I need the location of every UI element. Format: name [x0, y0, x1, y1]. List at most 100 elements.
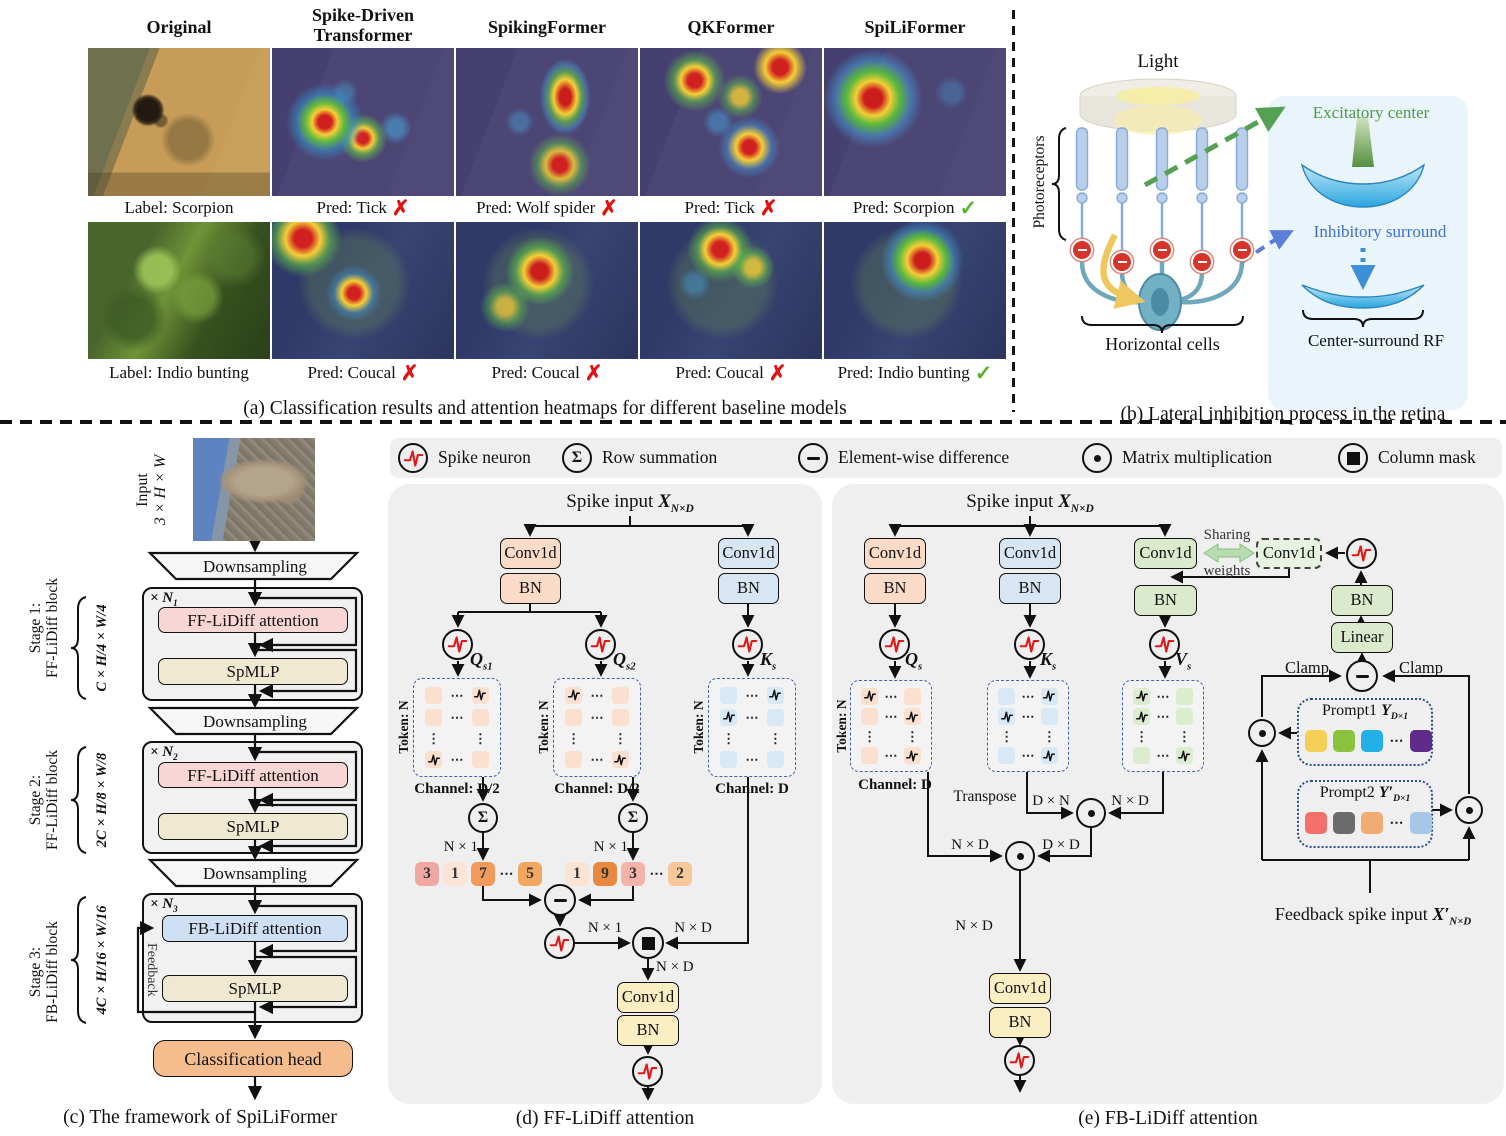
downsampling1-label: Downsampling [203, 557, 307, 577]
inhibitory-synapse-icon [1113, 253, 1131, 271]
matrix-cell [903, 687, 921, 705]
stage1-dims: C × H/4 × W/4 [93, 604, 110, 692]
framework-flow [136, 537, 358, 1101]
matrix-cell [1040, 687, 1058, 705]
matrix-ellipsis: ⋯ [1156, 709, 1170, 725]
inhibitory-synapse-icon [1073, 241, 1091, 259]
cross-icon: ✗ [584, 360, 603, 385]
matrix-cell [1133, 708, 1151, 726]
row-ellipsis: ⋯ [1389, 815, 1404, 831]
input-dog-image [193, 438, 315, 541]
qs1-label: Qs1 [470, 649, 493, 673]
horizontal-cells-label: Horizontal cells [1105, 333, 1220, 354]
matrix-multiplication-icon [1076, 798, 1106, 828]
inhibitory-synapse-icon [1233, 241, 1251, 259]
conv1d-q-box: Conv1d [864, 538, 926, 569]
sharing-weights-arrow [1203, 543, 1255, 563]
column-header: SpiLiFormer [864, 16, 966, 37]
prompt-swatch [1410, 812, 1432, 834]
matrix-cell [565, 708, 583, 726]
shallow-bowl-shape [1301, 284, 1425, 309]
matrix-ellipsis: ⋯ [450, 687, 464, 703]
matrix-cell [861, 687, 879, 705]
matrix-multiplication-icon [1082, 443, 1112, 473]
prompt-swatch [1410, 730, 1432, 752]
matrix-cell [720, 708, 738, 726]
scorpion-heatmap-spiliformer [824, 48, 1006, 196]
row1-pred: Pred: Tick ✗ [316, 195, 410, 220]
spike-input-title: Spike input XN×D [966, 490, 1094, 515]
prompt-swatch [1361, 812, 1383, 834]
inhibitory-synapse-icon [1153, 241, 1171, 259]
conv1d-q-box: Conv1d [500, 538, 561, 569]
excitatory-dashed-arrow [1143, 106, 1286, 188]
bird-heatmap-spikingformer [456, 222, 638, 359]
token-label: Token: N [834, 699, 850, 753]
matrix-cell [565, 686, 583, 704]
stage3-side-label: Stage 3: FB-LiDiff block [26, 921, 62, 1023]
matrix-cell [611, 708, 629, 726]
token-label: Token: N [396, 700, 412, 754]
column-header: QKFormer [687, 16, 775, 37]
matrix-cell [903, 747, 921, 765]
spike-neuron-icon [632, 1056, 663, 1087]
matrix-cell [1133, 747, 1151, 765]
token-label: Token: N [536, 700, 552, 754]
cross-icon: ✗ [391, 195, 410, 220]
matrix-ellipsis: ⋯ [1156, 748, 1170, 764]
clamp-label: Clamp [1285, 657, 1329, 677]
stage2-attention-block: FF-LiDiff attention [158, 762, 348, 788]
value-cell: 7 [471, 862, 495, 886]
n1-dim-label: N × 1 [587, 920, 623, 937]
value-cell: 9 [593, 862, 617, 886]
value-cell: 1 [565, 862, 589, 886]
prompt2-title: Prompt2 Y′D×1 [1319, 784, 1411, 805]
n1-dim-label: N × 1 [443, 838, 478, 855]
bn-out-box: BN [617, 1015, 679, 1046]
legend-label: Matrix multiplication [1122, 447, 1273, 468]
stage2-mult: × N2 [150, 743, 178, 762]
row2-pred: Pred: Coucal ✗ [307, 360, 419, 385]
retina-graphics [1051, 78, 1426, 334]
matrix-cell [1175, 687, 1193, 705]
vertical-divider [1012, 10, 1015, 412]
matrix-cell [861, 747, 879, 765]
scorpion-heatmap-qkformer [640, 48, 822, 196]
qs2-label: Qs2 [613, 649, 636, 673]
stage3-attention-block: FB-LiDiff attention [162, 915, 348, 942]
matrix-cell [565, 751, 583, 769]
bird-heatmap-spiliformer [824, 222, 1006, 359]
cross-icon: ✗ [400, 360, 419, 385]
matrix-cell [1175, 747, 1193, 765]
caption-c: (c) The framework of SpiLiFormer [63, 1106, 337, 1128]
row-summation-icon: Σ [562, 443, 592, 473]
matrix-ellipsis: ⋮ [1000, 728, 1014, 744]
matrix-ellipsis: ⋮ [905, 728, 919, 744]
bn-k-box: BN [718, 573, 779, 604]
matrix-ellipsis: ⋯ [450, 709, 464, 725]
light-label: Light [1137, 51, 1179, 73]
qs-label: Qs [905, 649, 923, 673]
braces-b [1051, 127, 1424, 334]
photoreceptors-label: Photoreceptors [1031, 135, 1049, 229]
nxd-dim-label: N × D [955, 918, 993, 935]
qs1-matrix: ⋯ ⋯ ⋮ ⋮ ⋯ [413, 678, 501, 777]
downsampling3-label: Downsampling [203, 864, 307, 884]
column-header: Original [146, 16, 212, 37]
matrix-ellipsis: ⋮ [427, 731, 441, 747]
check-icon: ✓ [974, 360, 993, 385]
feedback-label: Feedback [143, 943, 159, 997]
column-header: Spike-Driven Transformer [311, 4, 414, 45]
row1-pred: Pred: Wolf spider ✗ [476, 195, 618, 220]
matrix-ellipsis: ⋮ [1177, 728, 1191, 744]
nd-dim-label: N × D [656, 959, 694, 976]
channel-label: Channel: D/2 [414, 780, 500, 797]
token-label: Token: N [691, 700, 707, 754]
downsampling2-label: Downsampling [203, 712, 307, 732]
matrix-ellipsis: ⋯ [1156, 688, 1170, 704]
value-cell: 5 [518, 862, 542, 886]
column-header: SpikingFormer [487, 16, 606, 37]
bn-q-box: BN [500, 573, 561, 604]
row2-label: Label: Indio bunting [109, 363, 249, 383]
matrix-ellipsis: ⋯ [884, 688, 898, 704]
